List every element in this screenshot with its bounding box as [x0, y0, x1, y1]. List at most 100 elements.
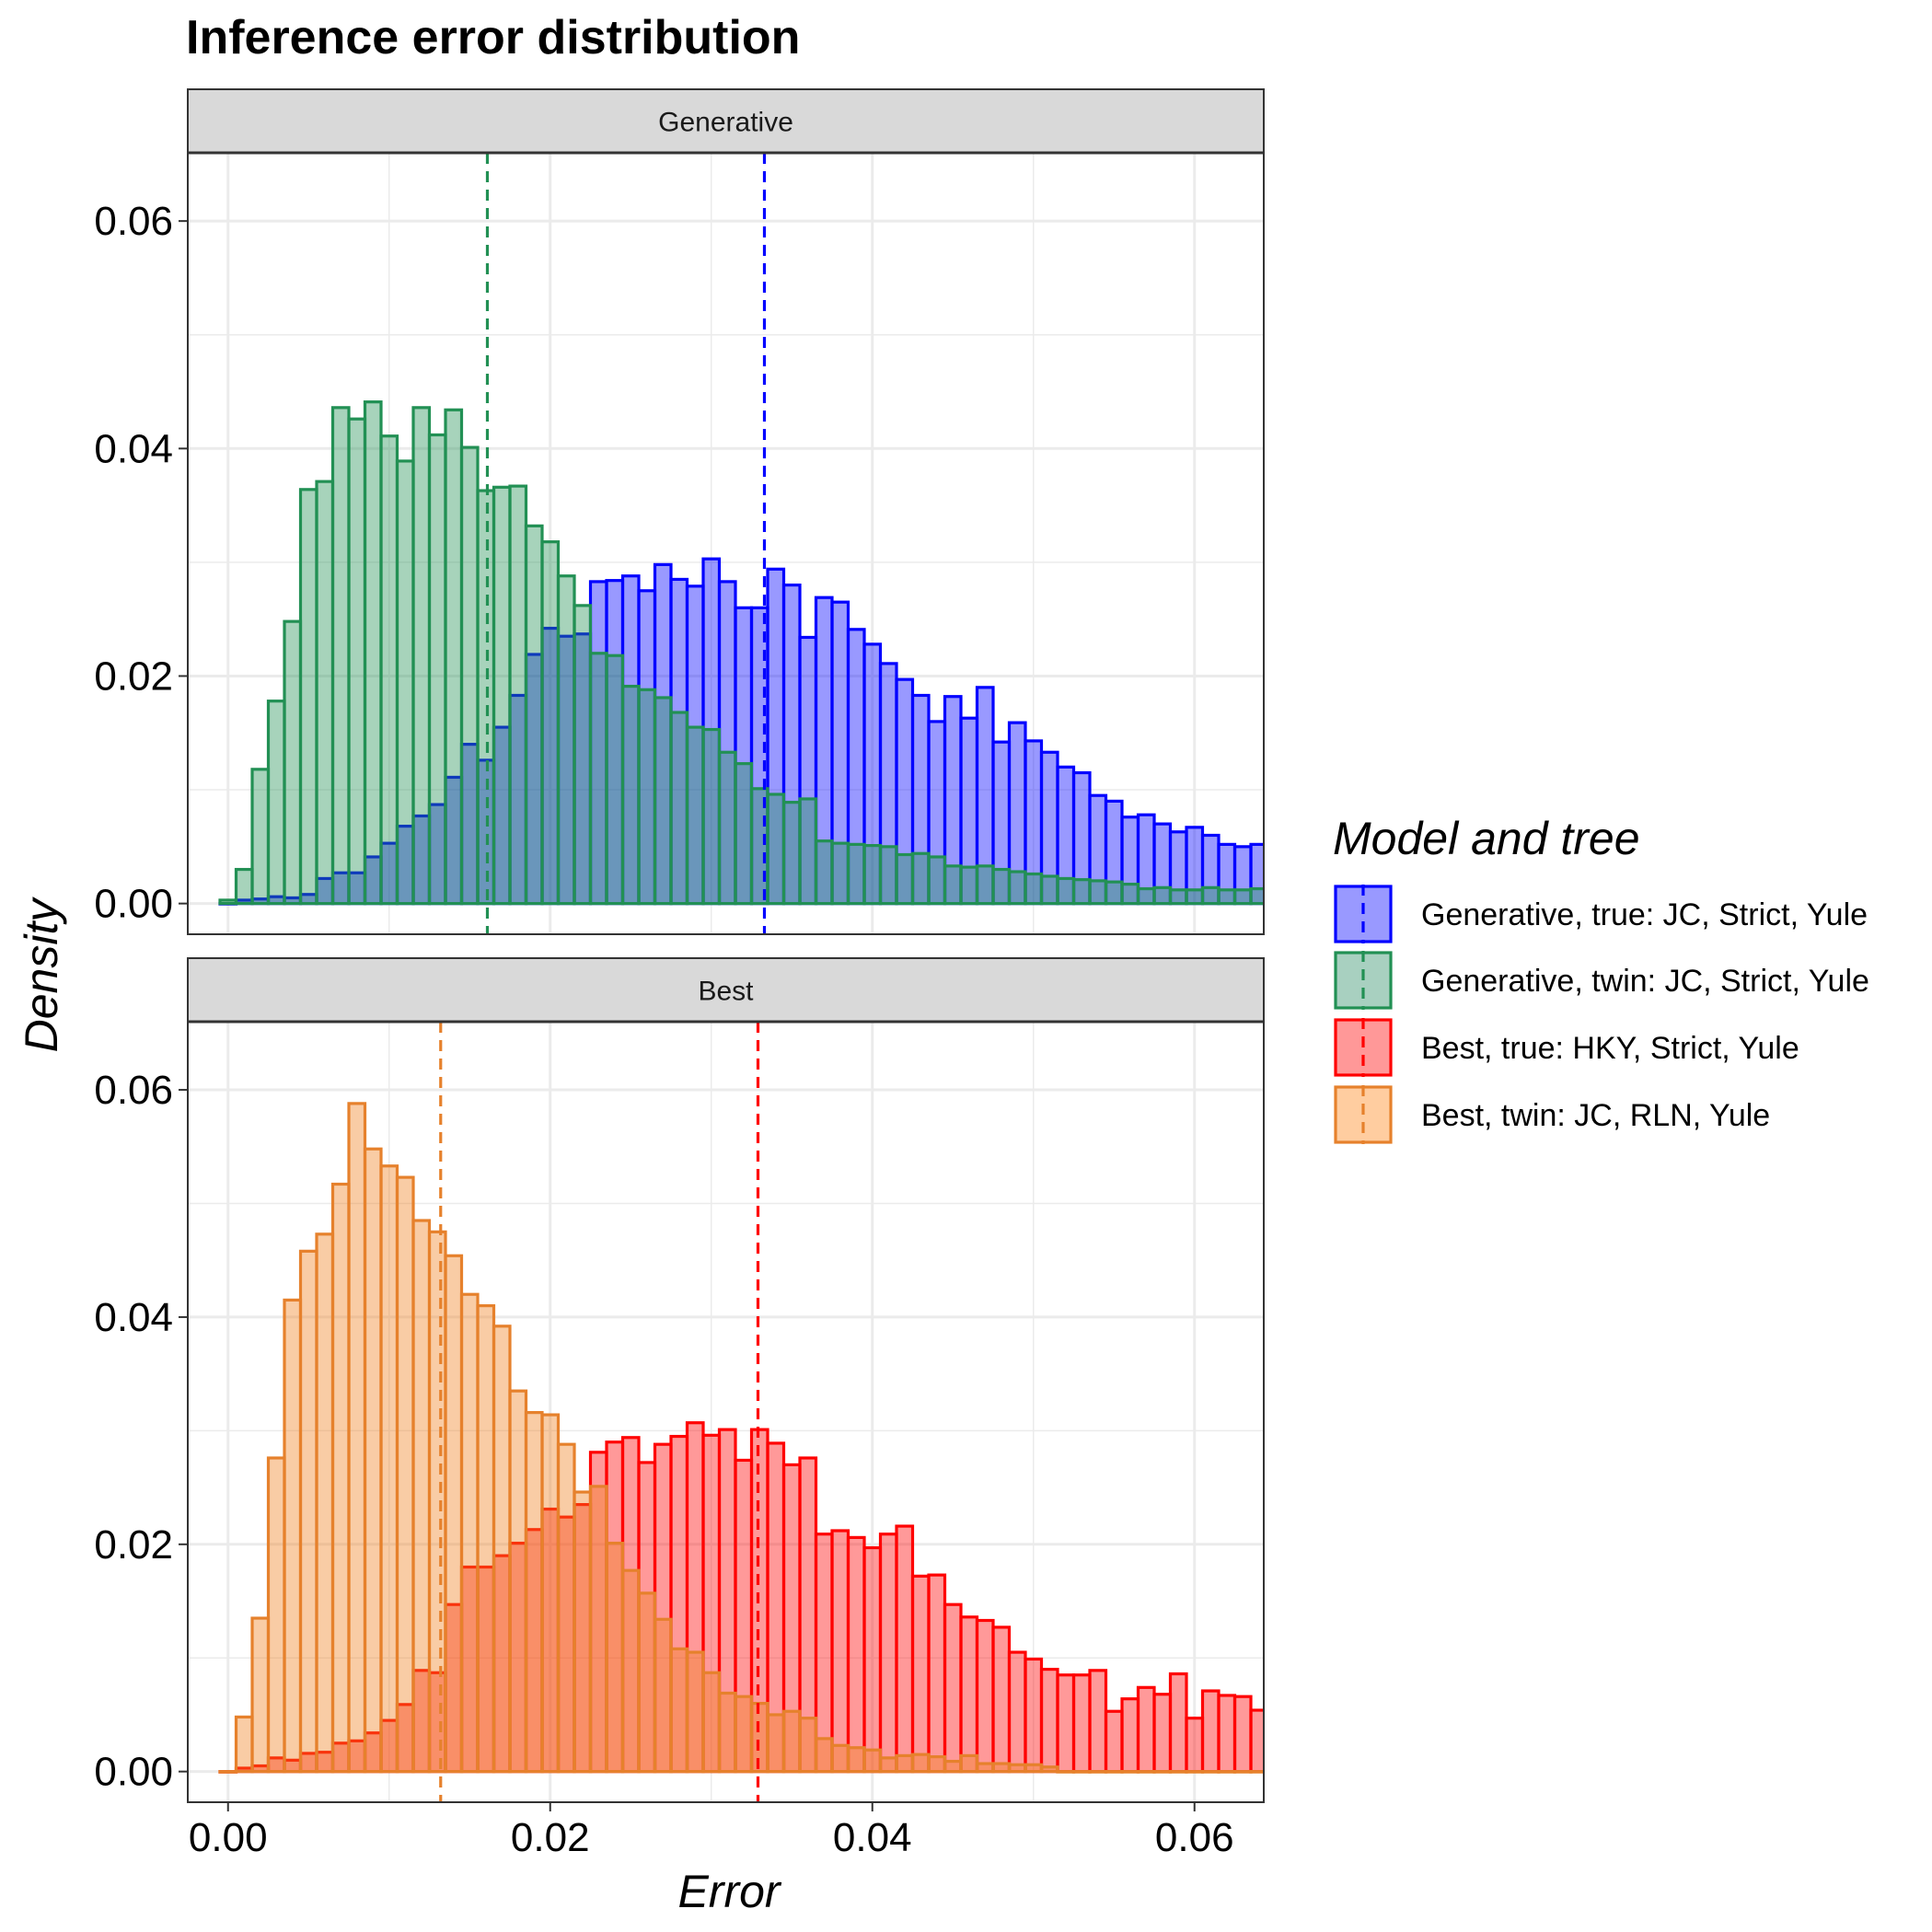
histogram-bar: [910, 1574, 931, 1774]
histogram-bar: [298, 1249, 318, 1774]
x-axis-title: Error: [677, 1866, 781, 1917]
x-tick-label: 0.00: [189, 1815, 268, 1860]
histogram-bar: [330, 406, 351, 906]
histogram-bar: [1136, 886, 1156, 906]
histogram-bar: [1120, 1770, 1140, 1774]
histogram-bar: [1185, 888, 1205, 906]
histogram-bar: [1200, 1689, 1221, 1774]
histogram-bar: [717, 1691, 737, 1774]
histogram-bar: [701, 1671, 722, 1774]
histogram-bar: [1200, 885, 1221, 906]
facet-strip: [187, 957, 1265, 1023]
histogram-bar: [1217, 1694, 1237, 1774]
legend-label: Generative, twin: JC, Strict, Yule: [1421, 964, 1869, 999]
histogram-bar: [1185, 1717, 1205, 1774]
histogram-bar: [943, 1759, 963, 1774]
histogram-bar: [637, 688, 657, 906]
histogram-bar: [459, 445, 480, 906]
histogram-bar: [476, 489, 496, 906]
histogram-bar: [1200, 1770, 1221, 1774]
histogram-bar: [1039, 874, 1059, 906]
histogram-bar: [943, 864, 963, 906]
histogram-bar: [1071, 1673, 1092, 1774]
histogram-bar: [315, 1232, 335, 1774]
bars: [218, 1102, 1264, 1774]
histogram-bar: [524, 524, 544, 906]
histogram-bar: [620, 1568, 641, 1774]
histogram-bar: [218, 898, 238, 906]
histogram-bar: [556, 1442, 576, 1774]
y-tick-label: 0.04: [94, 1295, 173, 1340]
histogram-bar: [234, 867, 254, 906]
histogram-bar: [1056, 876, 1076, 906]
histogram-bar: [1024, 1763, 1044, 1774]
histogram-bar: [1152, 1770, 1173, 1774]
panel-background: [188, 1022, 1264, 1802]
histogram-bar: [637, 1591, 657, 1774]
histogram-bar: [444, 1254, 464, 1774]
histogram-bar: [701, 727, 722, 906]
y-tick-label: 0.00: [94, 882, 173, 927]
histogram-bar: [1039, 1765, 1059, 1774]
histogram-bar: [685, 1650, 705, 1774]
histogram-bar: [895, 1753, 915, 1774]
histogram-bar: [395, 1175, 415, 1774]
legend-label: Best, true: HKY, Strict, Yule: [1421, 1031, 1799, 1066]
histogram-bar: [959, 865, 979, 906]
histogram-bar: [653, 1617, 673, 1774]
histogram-bar: [830, 1529, 850, 1774]
histogram-bar: [1232, 1695, 1253, 1774]
panel-background: [188, 153, 1264, 934]
histogram-bar: [379, 1164, 399, 1774]
histogram-bar: [1185, 1770, 1205, 1774]
histogram-bar: [1152, 1693, 1173, 1774]
y-tick-label: 0.02: [94, 654, 173, 699]
facet-strip-label: Best: [698, 977, 754, 1007]
x-tick-label: 0.04: [833, 1815, 912, 1860]
histogram-bar: [1249, 1770, 1264, 1774]
histogram-bar: [363, 1147, 383, 1774]
legend-item-gen_true: Generative, true: JC, Strict, Yule: [1334, 885, 1868, 943]
histogram-bar: [573, 1490, 593, 1774]
histogram-bar: [862, 1748, 883, 1774]
histogram-bar: [1136, 1770, 1156, 1774]
histogram-bar: [766, 792, 786, 906]
histogram-bar: [1088, 1669, 1108, 1774]
histogram-bar: [1024, 872, 1044, 906]
histogram-bar: [814, 1533, 834, 1774]
histogram-bar: [1104, 1709, 1124, 1774]
histogram-bar: [975, 864, 995, 906]
legend-title: Model and tree: [1333, 813, 1640, 864]
histogram-bar: [347, 417, 367, 906]
histogram-bar: [1120, 883, 1140, 906]
histogram-bar: [814, 1737, 834, 1774]
histogram-bar: [315, 480, 335, 906]
x-tick-label: 0.06: [1155, 1815, 1234, 1860]
histogram-bar: [363, 400, 383, 906]
histogram-bar: [1168, 888, 1188, 906]
histogram-bar: [1104, 1770, 1124, 1774]
y-tick-label: 0.06: [94, 199, 173, 244]
histogram-bar: [556, 574, 576, 906]
histogram-bar: [605, 654, 625, 906]
facet-strip-label: Generative: [658, 108, 793, 138]
histogram-bar: [283, 619, 303, 906]
histogram-bar: [1168, 1672, 1188, 1774]
series-gen_twin: [218, 400, 1264, 906]
histogram-bar: [717, 750, 737, 906]
histogram-bar: [1007, 1763, 1027, 1774]
histogram-bar: [1232, 888, 1253, 906]
facet-panels: Generative Best: [187, 88, 1265, 1803]
histogram-bar: [814, 839, 834, 906]
histogram-bar: [846, 1535, 866, 1774]
histogram-bar: [975, 1762, 995, 1774]
histogram-bar: [218, 1770, 238, 1774]
histogram-bar: [444, 408, 464, 906]
legend-label: Generative, true: JC, Strict, Yule: [1421, 897, 1868, 932]
histogram-bar: [1152, 885, 1173, 906]
histogram-bar: [492, 1325, 512, 1774]
histogram-bar: [492, 485, 512, 906]
histogram-bar: [734, 762, 754, 906]
histogram-bar: [540, 1413, 561, 1774]
